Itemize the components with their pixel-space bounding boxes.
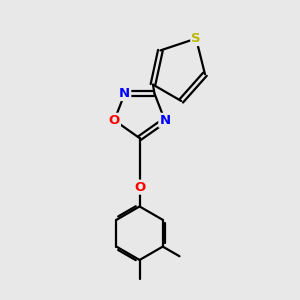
Text: S: S [191, 32, 201, 45]
Text: O: O [109, 114, 120, 127]
Text: N: N [159, 114, 170, 127]
Text: O: O [134, 181, 145, 194]
Text: N: N [119, 87, 130, 100]
